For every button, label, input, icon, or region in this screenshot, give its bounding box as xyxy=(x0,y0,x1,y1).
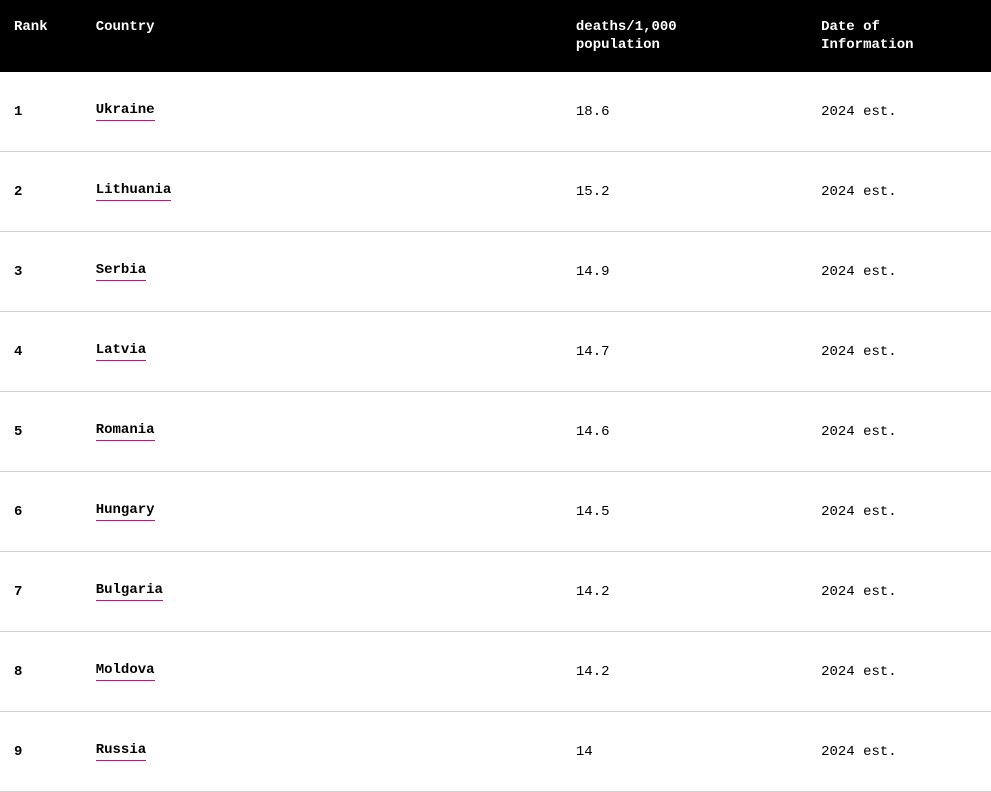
table-row: 9 Russia 14 2024 est. xyxy=(0,712,991,792)
cell-date: 2024 est. xyxy=(807,72,991,152)
cell-deaths: 14 xyxy=(562,712,807,792)
header-date: Date ofInformation xyxy=(807,0,991,72)
table-body: 1 Ukraine 18.6 2024 est. 2 Lithuania 15.… xyxy=(0,72,991,792)
header-rank: Rank xyxy=(0,0,82,72)
cell-country: Ukraine xyxy=(82,72,562,152)
cell-date: 2024 est. xyxy=(807,152,991,232)
cell-date: 2024 est. xyxy=(807,712,991,792)
country-link[interactable]: Russia xyxy=(96,742,146,761)
country-link[interactable]: Romania xyxy=(96,422,155,441)
cell-country: Bulgaria xyxy=(82,552,562,632)
table-row: 6 Hungary 14.5 2024 est. xyxy=(0,472,991,552)
cell-deaths: 14.5 xyxy=(562,472,807,552)
country-link[interactable]: Moldova xyxy=(96,662,155,681)
cell-rank: 7 xyxy=(0,552,82,632)
cell-deaths: 14.2 xyxy=(562,552,807,632)
table-row: 2 Lithuania 15.2 2024 est. xyxy=(0,152,991,232)
table-row: 1 Ukraine 18.6 2024 est. xyxy=(0,72,991,152)
country-link[interactable]: Lithuania xyxy=(96,182,172,201)
cell-rank: 9 xyxy=(0,712,82,792)
cell-country: Romania xyxy=(82,392,562,472)
country-link[interactable]: Hungary xyxy=(96,502,155,521)
cell-date: 2024 est. xyxy=(807,232,991,312)
cell-country: Hungary xyxy=(82,472,562,552)
cell-rank: 8 xyxy=(0,632,82,712)
cell-deaths: 14.9 xyxy=(562,232,807,312)
table-row: 5 Romania 14.6 2024 est. xyxy=(0,392,991,472)
cell-date: 2024 est. xyxy=(807,392,991,472)
cell-date: 2024 est. xyxy=(807,472,991,552)
header-deaths: deaths/1,000population xyxy=(562,0,807,72)
cell-rank: 5 xyxy=(0,392,82,472)
country-link[interactable]: Latvia xyxy=(96,342,146,361)
table-row: 3 Serbia 14.9 2024 est. xyxy=(0,232,991,312)
table-row: 4 Latvia 14.7 2024 est. xyxy=(0,312,991,392)
cell-deaths: 14.6 xyxy=(562,392,807,472)
cell-deaths: 15.2 xyxy=(562,152,807,232)
cell-rank: 6 xyxy=(0,472,82,552)
cell-date: 2024 est. xyxy=(807,632,991,712)
cell-country: Lithuania xyxy=(82,152,562,232)
table-row: 7 Bulgaria 14.2 2024 est. xyxy=(0,552,991,632)
cell-date: 2024 est. xyxy=(807,552,991,632)
cell-deaths: 14.2 xyxy=(562,632,807,712)
header-country: Country xyxy=(82,0,562,72)
cell-rank: 3 xyxy=(0,232,82,312)
cell-country: Moldova xyxy=(82,632,562,712)
cell-deaths: 14.7 xyxy=(562,312,807,392)
cell-country: Russia xyxy=(82,712,562,792)
country-link[interactable]: Ukraine xyxy=(96,102,155,121)
cell-country: Serbia xyxy=(82,232,562,312)
death-rate-table: Rank Country deaths/1,000population Date… xyxy=(0,0,991,792)
country-link[interactable]: Bulgaria xyxy=(96,582,163,601)
cell-rank: 2 xyxy=(0,152,82,232)
cell-date: 2024 est. xyxy=(807,312,991,392)
country-link[interactable]: Serbia xyxy=(96,262,146,281)
table-row: 8 Moldova 14.2 2024 est. xyxy=(0,632,991,712)
table-header: Rank Country deaths/1,000population Date… xyxy=(0,0,991,72)
cell-country: Latvia xyxy=(82,312,562,392)
cell-rank: 1 xyxy=(0,72,82,152)
cell-deaths: 18.6 xyxy=(562,72,807,152)
cell-rank: 4 xyxy=(0,312,82,392)
